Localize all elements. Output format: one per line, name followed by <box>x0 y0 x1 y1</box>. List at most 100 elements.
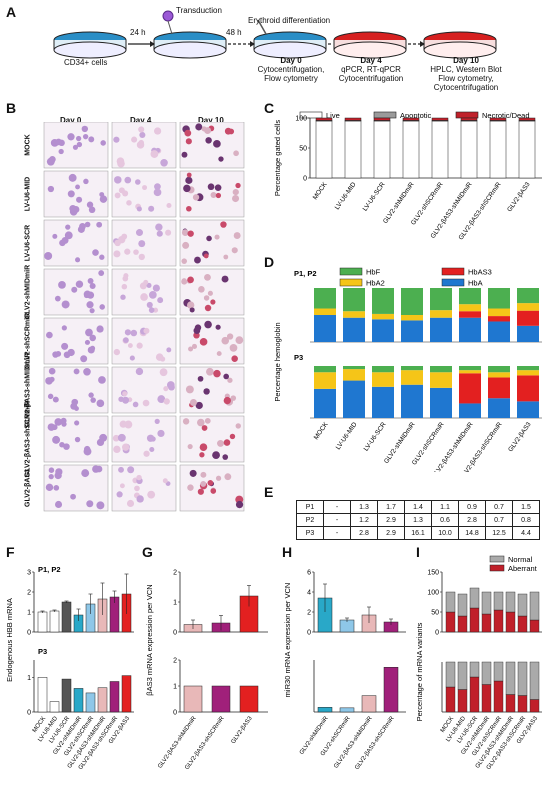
cell-dot <box>214 184 222 191</box>
cell-dot <box>213 369 221 378</box>
step-title: Day 10 <box>453 56 479 65</box>
cell-dot <box>232 194 240 203</box>
bar-segment <box>517 366 539 371</box>
cell-dot <box>77 225 85 233</box>
cell-dot <box>153 127 162 135</box>
cell-dot <box>75 135 82 142</box>
cell-dot <box>89 308 95 314</box>
cell-dot <box>152 307 159 313</box>
cell-dot <box>156 230 163 237</box>
bar-segment <box>344 117 362 121</box>
cell-dot <box>168 383 175 391</box>
bar-segment <box>529 661 540 700</box>
schematic <box>53 10 497 59</box>
bar-segment <box>517 661 528 696</box>
cell-dot <box>113 250 121 258</box>
cell-dot <box>189 469 197 477</box>
cell-dot <box>181 151 188 158</box>
bar-segment <box>517 593 528 617</box>
cell-dot <box>204 127 212 135</box>
cell-dot <box>84 445 91 453</box>
row-label: MOCK <box>24 134 32 156</box>
cell-dot <box>99 433 108 442</box>
micrograph-tile <box>179 415 245 463</box>
cell-dot <box>217 440 223 446</box>
y-tick-label: 2 <box>27 590 31 597</box>
subtitle: P1, P2 <box>294 269 317 278</box>
cell-dot <box>226 333 234 340</box>
y-tick-label: 2 <box>173 570 177 577</box>
cell-dot <box>229 343 238 352</box>
bar-segment <box>431 117 449 121</box>
bar-segment <box>488 372 510 378</box>
legend-label: HbA2 <box>366 279 385 288</box>
cell-dot <box>70 493 76 500</box>
cell-dot <box>212 451 220 460</box>
table-cell: 2.9 <box>377 526 405 540</box>
cell-dot <box>113 445 121 454</box>
cell-dot <box>71 286 78 293</box>
y-tick-label: 0 <box>435 630 439 637</box>
x-tick-label: GLV2-shSCRmiR <box>411 421 446 467</box>
cell-dot <box>163 398 170 405</box>
bar-segment <box>488 377 510 399</box>
bar-segment <box>343 288 365 312</box>
cell-dot <box>117 159 125 168</box>
bar-segment <box>445 611 456 633</box>
cell-dot <box>96 325 104 333</box>
cell-dot <box>127 466 135 474</box>
cell-dot <box>200 481 207 487</box>
cell-dot <box>157 297 164 304</box>
table-row: P3-2.8 2.9 16.1 10.0 14.8 12.5 4.4 <box>296 526 540 540</box>
bar-segment <box>445 686 456 713</box>
cell-dot <box>138 253 145 261</box>
cell-dot <box>229 433 236 440</box>
cell-dot <box>86 201 94 208</box>
chart-g: βAS3 mRNA expression per VCN 0 1 2 0 1 2 GLV2-β… <box>145 570 268 771</box>
cell-dot <box>75 184 80 190</box>
cell-dot <box>213 139 221 148</box>
panel-label-f: F <box>6 544 15 560</box>
cell-dot <box>181 229 189 236</box>
y-tick-label: 0 <box>173 710 177 717</box>
cell-dot <box>76 141 83 148</box>
cell-dot <box>235 336 244 345</box>
bar-segment <box>481 591 492 615</box>
cell-dot <box>191 343 198 349</box>
bar <box>317 707 333 713</box>
cell-dot <box>61 325 67 331</box>
cell-dot <box>112 434 120 442</box>
cell-dot <box>181 258 188 264</box>
cell-dot <box>162 478 168 484</box>
cell-dot <box>148 307 155 313</box>
row-label: GLV2-shMIDmiR <box>24 264 32 320</box>
x-tick-label: LV-U6-MID <box>335 421 359 451</box>
bar-segment <box>459 366 481 371</box>
row-header: P3 <box>296 526 324 540</box>
bar <box>383 667 399 713</box>
cell-dot <box>61 342 69 350</box>
y-tick-label: 1 <box>173 684 177 691</box>
bar-segment <box>505 611 516 633</box>
bar-segment <box>488 288 510 309</box>
time-24h: 24 h <box>130 28 146 37</box>
cell-dot <box>165 229 172 236</box>
cell-dot <box>185 138 192 145</box>
cell-dot <box>138 240 146 248</box>
cell-dot <box>223 254 229 260</box>
cell-dot <box>204 320 212 329</box>
bar-segment <box>314 388 336 418</box>
cell-dot <box>210 299 216 305</box>
cell-dot <box>82 133 89 140</box>
cell-dot <box>215 475 222 481</box>
cell-dot <box>206 235 212 242</box>
cell-dot <box>187 276 194 284</box>
row-header: P1 <box>296 500 324 514</box>
bar-segment <box>529 591 540 621</box>
cell-dot <box>143 279 149 285</box>
cell-dot <box>131 136 138 143</box>
bar <box>61 601 72 633</box>
cell-dot <box>47 185 55 193</box>
panel-label-c: C <box>264 100 275 116</box>
cell-dot <box>87 277 94 284</box>
